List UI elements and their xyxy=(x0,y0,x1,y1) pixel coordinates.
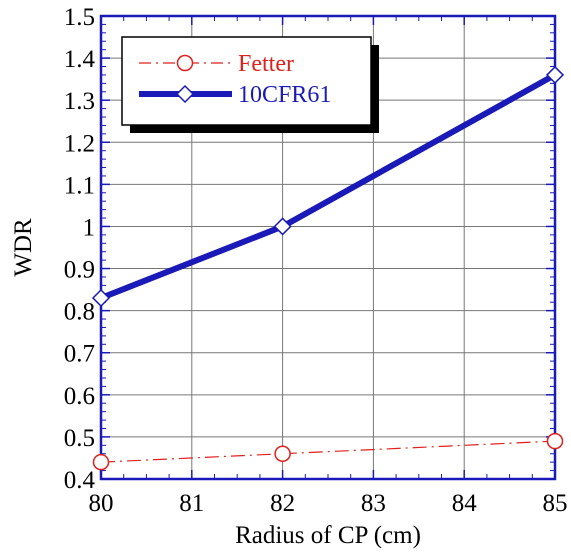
y-axis-label: WDR xyxy=(10,218,37,277)
y-tick-label: 1.4 xyxy=(64,46,96,73)
series-line xyxy=(100,440,556,463)
y-tick-label: 1.1 xyxy=(64,172,95,199)
circle-marker xyxy=(92,453,110,471)
legend: Fetter 10CFR61 xyxy=(121,36,379,133)
diamond-marker xyxy=(175,84,195,104)
y-tick-label: 0.4 xyxy=(64,467,96,494)
x-tick-label: 85 xyxy=(543,490,568,517)
x-axis-label: Radius of CP (cm) xyxy=(235,522,421,549)
circle-marker xyxy=(274,445,291,462)
tick-labels: 80 81 82 83 84 85 0.4 0.5 0.6 0.7 0.8 0.9 1 1.1 1.2 1.3… xyxy=(64,4,568,517)
x-tick-label: 84 xyxy=(452,490,478,517)
legend-label: Fetter xyxy=(238,51,294,77)
y-tick-label: 0.8 xyxy=(64,299,95,326)
y-tick-label: 1.5 xyxy=(64,4,95,31)
x-tick-label: 83 xyxy=(361,490,386,517)
y-tick-label: 1 xyxy=(83,214,96,241)
y-tick-label: 1.3 xyxy=(64,88,95,115)
x-tick-label: 81 xyxy=(179,490,204,517)
diamond-marker xyxy=(91,288,111,308)
x-tick-label: 80 xyxy=(89,490,114,517)
y-tick-label: 1.2 xyxy=(64,130,95,157)
diamond-marker xyxy=(273,217,292,236)
legend-box xyxy=(121,36,372,126)
data-series xyxy=(91,65,565,471)
legend-label: 10CFR61 xyxy=(238,82,331,108)
axis-ticks xyxy=(100,15,556,480)
x-tick-label: 82 xyxy=(270,490,295,517)
y-tick-label: 0.6 xyxy=(64,383,95,410)
y-tick-label: 0.7 xyxy=(64,341,95,368)
y-tick-label: 0.9 xyxy=(64,257,95,284)
circle-marker xyxy=(546,432,564,450)
diamond-marker xyxy=(545,65,565,84)
y-tick-label: 0.5 xyxy=(64,425,95,452)
circle-marker xyxy=(176,54,194,72)
